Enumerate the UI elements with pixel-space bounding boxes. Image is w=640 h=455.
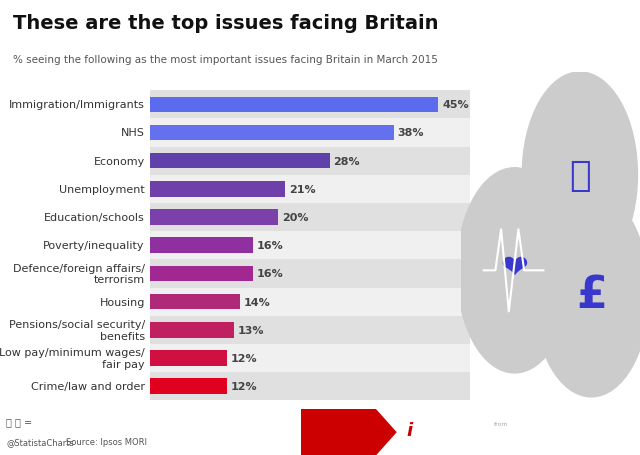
Text: Source: Ipsos MORI: Source: Ipsos MORI [66, 437, 147, 446]
Text: The ♥ INDEPENDENT: The ♥ INDEPENDENT [494, 435, 568, 441]
Text: 28%: 28% [333, 157, 360, 167]
Bar [144, 91, 496, 119]
Text: 👥: 👥 [569, 158, 591, 192]
Text: ❤: ❤ [500, 251, 529, 284]
Text: 20%: 20% [282, 212, 308, 222]
Text: 16%: 16% [257, 269, 284, 279]
Bar [144, 147, 496, 175]
Bar [150, 154, 330, 169]
Bar [150, 182, 285, 197]
Text: 16%: 16% [257, 241, 284, 251]
Bar [144, 372, 496, 400]
Text: 21%: 21% [289, 184, 316, 194]
Bar [144, 119, 496, 147]
Text: statista: statista [562, 425, 619, 438]
Bar [144, 175, 496, 203]
Text: These are the top issues facing Britain: These are the top issues facing Britain [13, 14, 438, 33]
Bar [150, 379, 227, 394]
Text: £: £ [576, 273, 607, 316]
Bar [144, 260, 496, 288]
Text: from: from [494, 421, 509, 425]
Text: @StatistaCharts: @StatistaCharts [6, 437, 74, 446]
Bar [150, 322, 234, 338]
Circle shape [522, 73, 637, 278]
Bar [150, 266, 253, 282]
Text: 12%: 12% [231, 353, 258, 363]
Text: i: i [406, 421, 412, 439]
Circle shape [534, 192, 640, 397]
Text: 100: 100 [429, 421, 464, 439]
Bar [150, 238, 253, 253]
Bar [150, 350, 227, 366]
Text: 14%: 14% [244, 297, 271, 307]
Bar [150, 97, 438, 113]
Polygon shape [301, 410, 396, 455]
Text: 13%: 13% [237, 325, 264, 335]
Text: ⓒ ⓘ =: ⓒ ⓘ = [6, 416, 32, 426]
Bar [144, 344, 496, 372]
Text: 45%: 45% [442, 100, 469, 110]
Bar [144, 232, 496, 260]
Text: 38%: 38% [397, 128, 424, 138]
Circle shape [457, 168, 572, 373]
Bar [144, 203, 496, 232]
Bar [144, 288, 496, 316]
Text: % seeing the following as the most important issues facing Britain in March 2015: % seeing the following as the most impor… [13, 55, 438, 65]
Bar [150, 126, 394, 141]
Bar [150, 294, 240, 310]
Bar [144, 316, 496, 344]
Text: 12%: 12% [231, 381, 258, 391]
Bar [150, 210, 278, 225]
